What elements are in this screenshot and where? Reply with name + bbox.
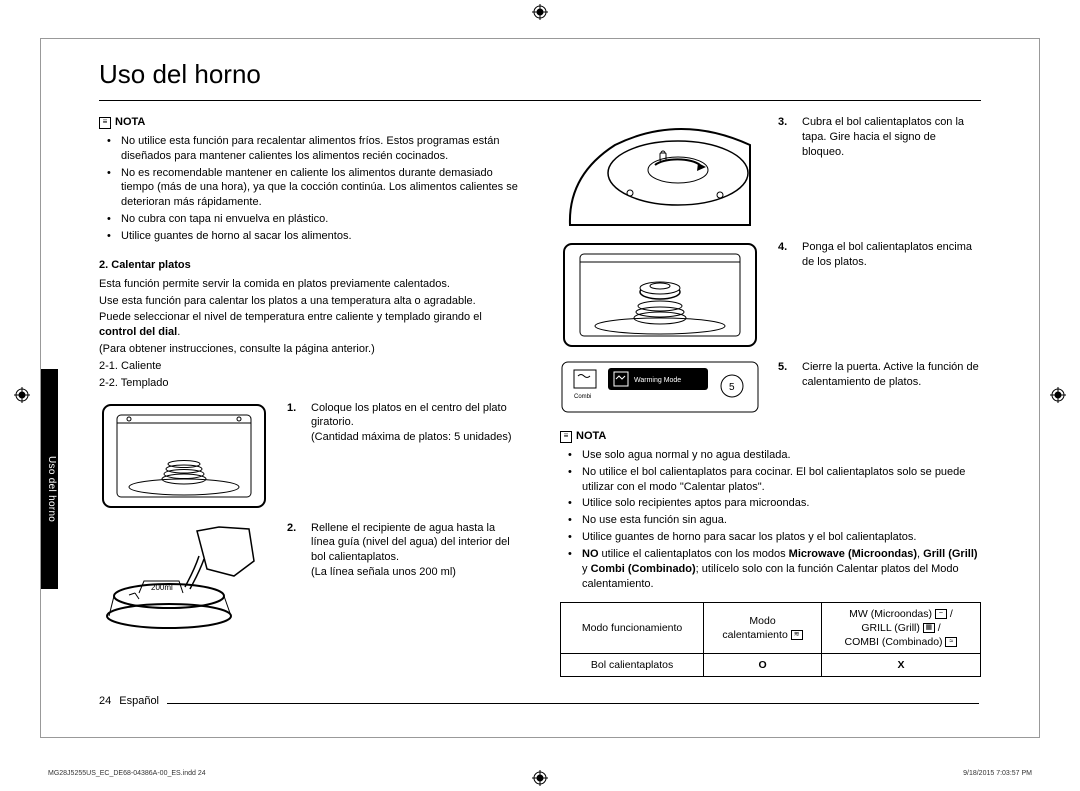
nota-item: Utilice solo recipientes aptos para micr…: [560, 496, 981, 511]
text: Rellene el recipiente de agua hasta la l…: [311, 521, 520, 566]
nota-item: Utilice guantes de horno al sacar los al…: [99, 229, 520, 244]
table-cell: Modo calentamiento ≋: [704, 602, 822, 654]
section-heading: 2. Calentar platos: [99, 258, 520, 273]
nota-item: NO utilice el calientaplatos con los mod…: [560, 547, 981, 592]
step-text: Cierre la puerta. Active la función de c…: [802, 360, 981, 390]
bold-text: Combi (Combinado): [591, 563, 696, 575]
text: y: [582, 563, 591, 575]
step-text: Cubra el bol calientaplatos con la tapa.…: [802, 115, 981, 160]
left-column: ≡ NOTA No utilice esta función para reca…: [99, 115, 520, 677]
bold-text: O: [758, 659, 766, 671]
table-cell: Modo funcionamiento: [561, 602, 704, 654]
nota-item: Use solo agua normal y no agua destilada…: [560, 448, 981, 463]
nota-item: No es recomendable mantener en caliente …: [99, 166, 520, 211]
nota-item: No utilice esta función para recalentar …: [99, 134, 520, 164]
grill-icon: ▦: [923, 623, 935, 633]
table-row: Modo funcionamiento Modo calentamiento ≋…: [561, 602, 981, 654]
step-row: 4. Ponga el bol calientaplatos encima de…: [560, 240, 981, 350]
nota-item: Utilice guantes de horno para sacar los …: [560, 530, 981, 545]
step-text: Ponga el bol calientaplatos encima de lo…: [802, 240, 981, 270]
table-cell: Bol calientaplatos: [561, 654, 704, 677]
page-title: Uso del horno: [41, 39, 1039, 100]
svg-text:Warming Mode: Warming Mode: [634, 377, 681, 384]
intro-text: (Para obtener instrucciones, consulte la…: [99, 342, 520, 357]
bold-text: X: [897, 659, 904, 671]
step-number: 2.: [287, 521, 301, 580]
note-icon: ≡: [560, 431, 572, 443]
bold-text: NO: [582, 548, 599, 560]
intro-text: Esta función permite servir la comida en…: [99, 277, 520, 292]
bold-text: Microwave (Microondas): [789, 548, 917, 560]
table-cell: O: [704, 654, 822, 677]
table-cell: X: [821, 654, 980, 677]
text: Puede seleccionar el nivel de temperatur…: [99, 311, 482, 323]
text: Modo: [749, 615, 775, 627]
step-number: 1.: [287, 401, 301, 446]
step-number: 3.: [778, 115, 792, 160]
page-frame: Uso del horno Uso del horno ≡ NOTA No ut…: [40, 38, 1040, 738]
svg-text:Combi: Combi: [574, 394, 591, 400]
step-row: Combi Warming Mode 5 5. Cierre la puerta…: [560, 360, 981, 415]
illustration-bowl-on-plates: [560, 240, 760, 350]
nota-item: No use esta función sin agua.: [560, 513, 981, 528]
imprint-right: 9/18/2015 7:03:57 PM: [963, 769, 1032, 778]
note-icon: ≡: [99, 117, 111, 129]
nota-list-2: Use solo agua normal y no agua destilada…: [560, 448, 981, 592]
step-text: Coloque los platos en el centro del plat…: [311, 401, 520, 446]
page-language: Español: [119, 694, 159, 709]
registration-mark-right: [1050, 387, 1066, 403]
nota-label: NOTA: [576, 429, 606, 444]
section-number: 2.: [99, 259, 108, 271]
intro-text: Use esta función para calentar los plato…: [99, 294, 520, 309]
text: COMBI (Combinado): [845, 636, 943, 648]
registration-mark-top: [532, 4, 548, 20]
right-column: 3. Cubra el bol calientaplatos con la ta…: [560, 115, 981, 677]
side-tab: Uso del horno: [41, 369, 58, 589]
text: GRILL (Grill): [861, 622, 920, 634]
step-text: Rellene el recipiente de agua hasta la l…: [311, 521, 520, 580]
imprint-left: MG28J5255US_EC_DE68-04386A-00_ES.indd 24: [48, 769, 206, 778]
page-number: 24: [99, 694, 111, 709]
table-cell: MW (Microondas) ~ / GRILL (Grill) ▦ / CO…: [821, 602, 980, 654]
nota-list-1: No utilice esta función para recalentar …: [99, 134, 520, 244]
registration-mark-bottom: [532, 770, 548, 786]
illustration-fill-water: 200ml: [99, 521, 269, 631]
page-footer: 24 Español: [99, 694, 979, 709]
table-row: Bol calientaplatos O X: [561, 654, 981, 677]
illustration-lid-lock: [560, 115, 760, 230]
option-text: 2-2. Templado: [99, 376, 520, 391]
step-row: 3. Cubra el bol calientaplatos con la ta…: [560, 115, 981, 230]
bold-text: Grill (Grill): [923, 548, 977, 560]
warming-mode-icon: ≋: [791, 630, 803, 640]
step-row: 200ml 2. Rellene el recipiente de agua h…: [99, 521, 520, 631]
text: .: [177, 326, 180, 338]
compatibility-table: Modo funcionamiento Modo calentamiento ≋…: [560, 602, 981, 678]
illustration-control-panel: Combi Warming Mode 5: [560, 360, 760, 415]
combi-icon: ≈: [945, 637, 957, 647]
intro-text: Puede seleccionar el nivel de temperatur…: [99, 310, 520, 340]
step-number: 5.: [778, 360, 792, 390]
option-text: 2-1. Caliente: [99, 359, 520, 374]
text: (Cantidad máxima de platos: 5 unidades): [311, 430, 520, 445]
svg-text:5: 5: [729, 382, 735, 393]
footer-rule: [167, 703, 979, 704]
text: (La línea señala unos 200 ml): [311, 565, 520, 580]
text: calentamiento: [722, 629, 787, 641]
microwave-icon: ~: [935, 609, 947, 619]
registration-mark-left: [14, 387, 30, 403]
text: Coloque los platos en el centro del plat…: [311, 401, 520, 431]
text: MW (Microondas): [849, 608, 932, 620]
nota-heading: ≡ NOTA: [560, 429, 981, 444]
step-number: 4.: [778, 240, 792, 270]
text: utilice el calientaplatos con los modos: [599, 548, 789, 560]
nota-item: No cubra con tapa ni envuelva en plástic…: [99, 212, 520, 227]
svg-text:200ml: 200ml: [151, 583, 173, 592]
step-row: 1. Coloque los platos en el centro del p…: [99, 401, 520, 511]
bold-text: control del dial: [99, 326, 177, 338]
nota-item: No utilice el bol calientaplatos para co…: [560, 465, 981, 495]
illustration-microwave-plates: [99, 401, 269, 511]
nota-heading: ≡ NOTA: [99, 115, 520, 130]
section-title: Calentar platos: [111, 259, 190, 271]
nota-label: NOTA: [115, 115, 145, 130]
